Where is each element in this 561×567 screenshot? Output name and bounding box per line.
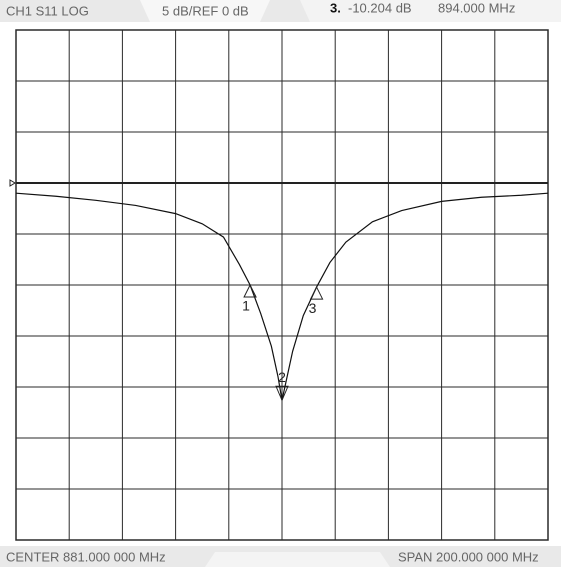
marker — [275, 385, 289, 402]
span-label: SPAN 200.000 000 MHz — [398, 549, 539, 564]
readout-frequency: 894.000 MHz — [438, 0, 515, 15]
center-label: CENTER 881.000 000 MHz — [6, 549, 166, 564]
reference-marker — [9, 179, 16, 187]
header-tab — [140, 0, 270, 22]
marker — [309, 285, 324, 300]
readout-value: -10.204 dB — [348, 0, 412, 15]
marker-label: 2 — [278, 369, 286, 385]
channel-label: CH1 S11 LOG — [6, 3, 89, 18]
marker — [243, 283, 257, 298]
header-tab — [300, 0, 561, 22]
marker-label: 3 — [309, 300, 317, 316]
footer-tab — [205, 552, 390, 567]
readout-index: 3. — [330, 0, 341, 15]
marker-label: 1 — [242, 298, 250, 314]
scale-label: 5 dB/REF 0 dB — [162, 3, 249, 18]
